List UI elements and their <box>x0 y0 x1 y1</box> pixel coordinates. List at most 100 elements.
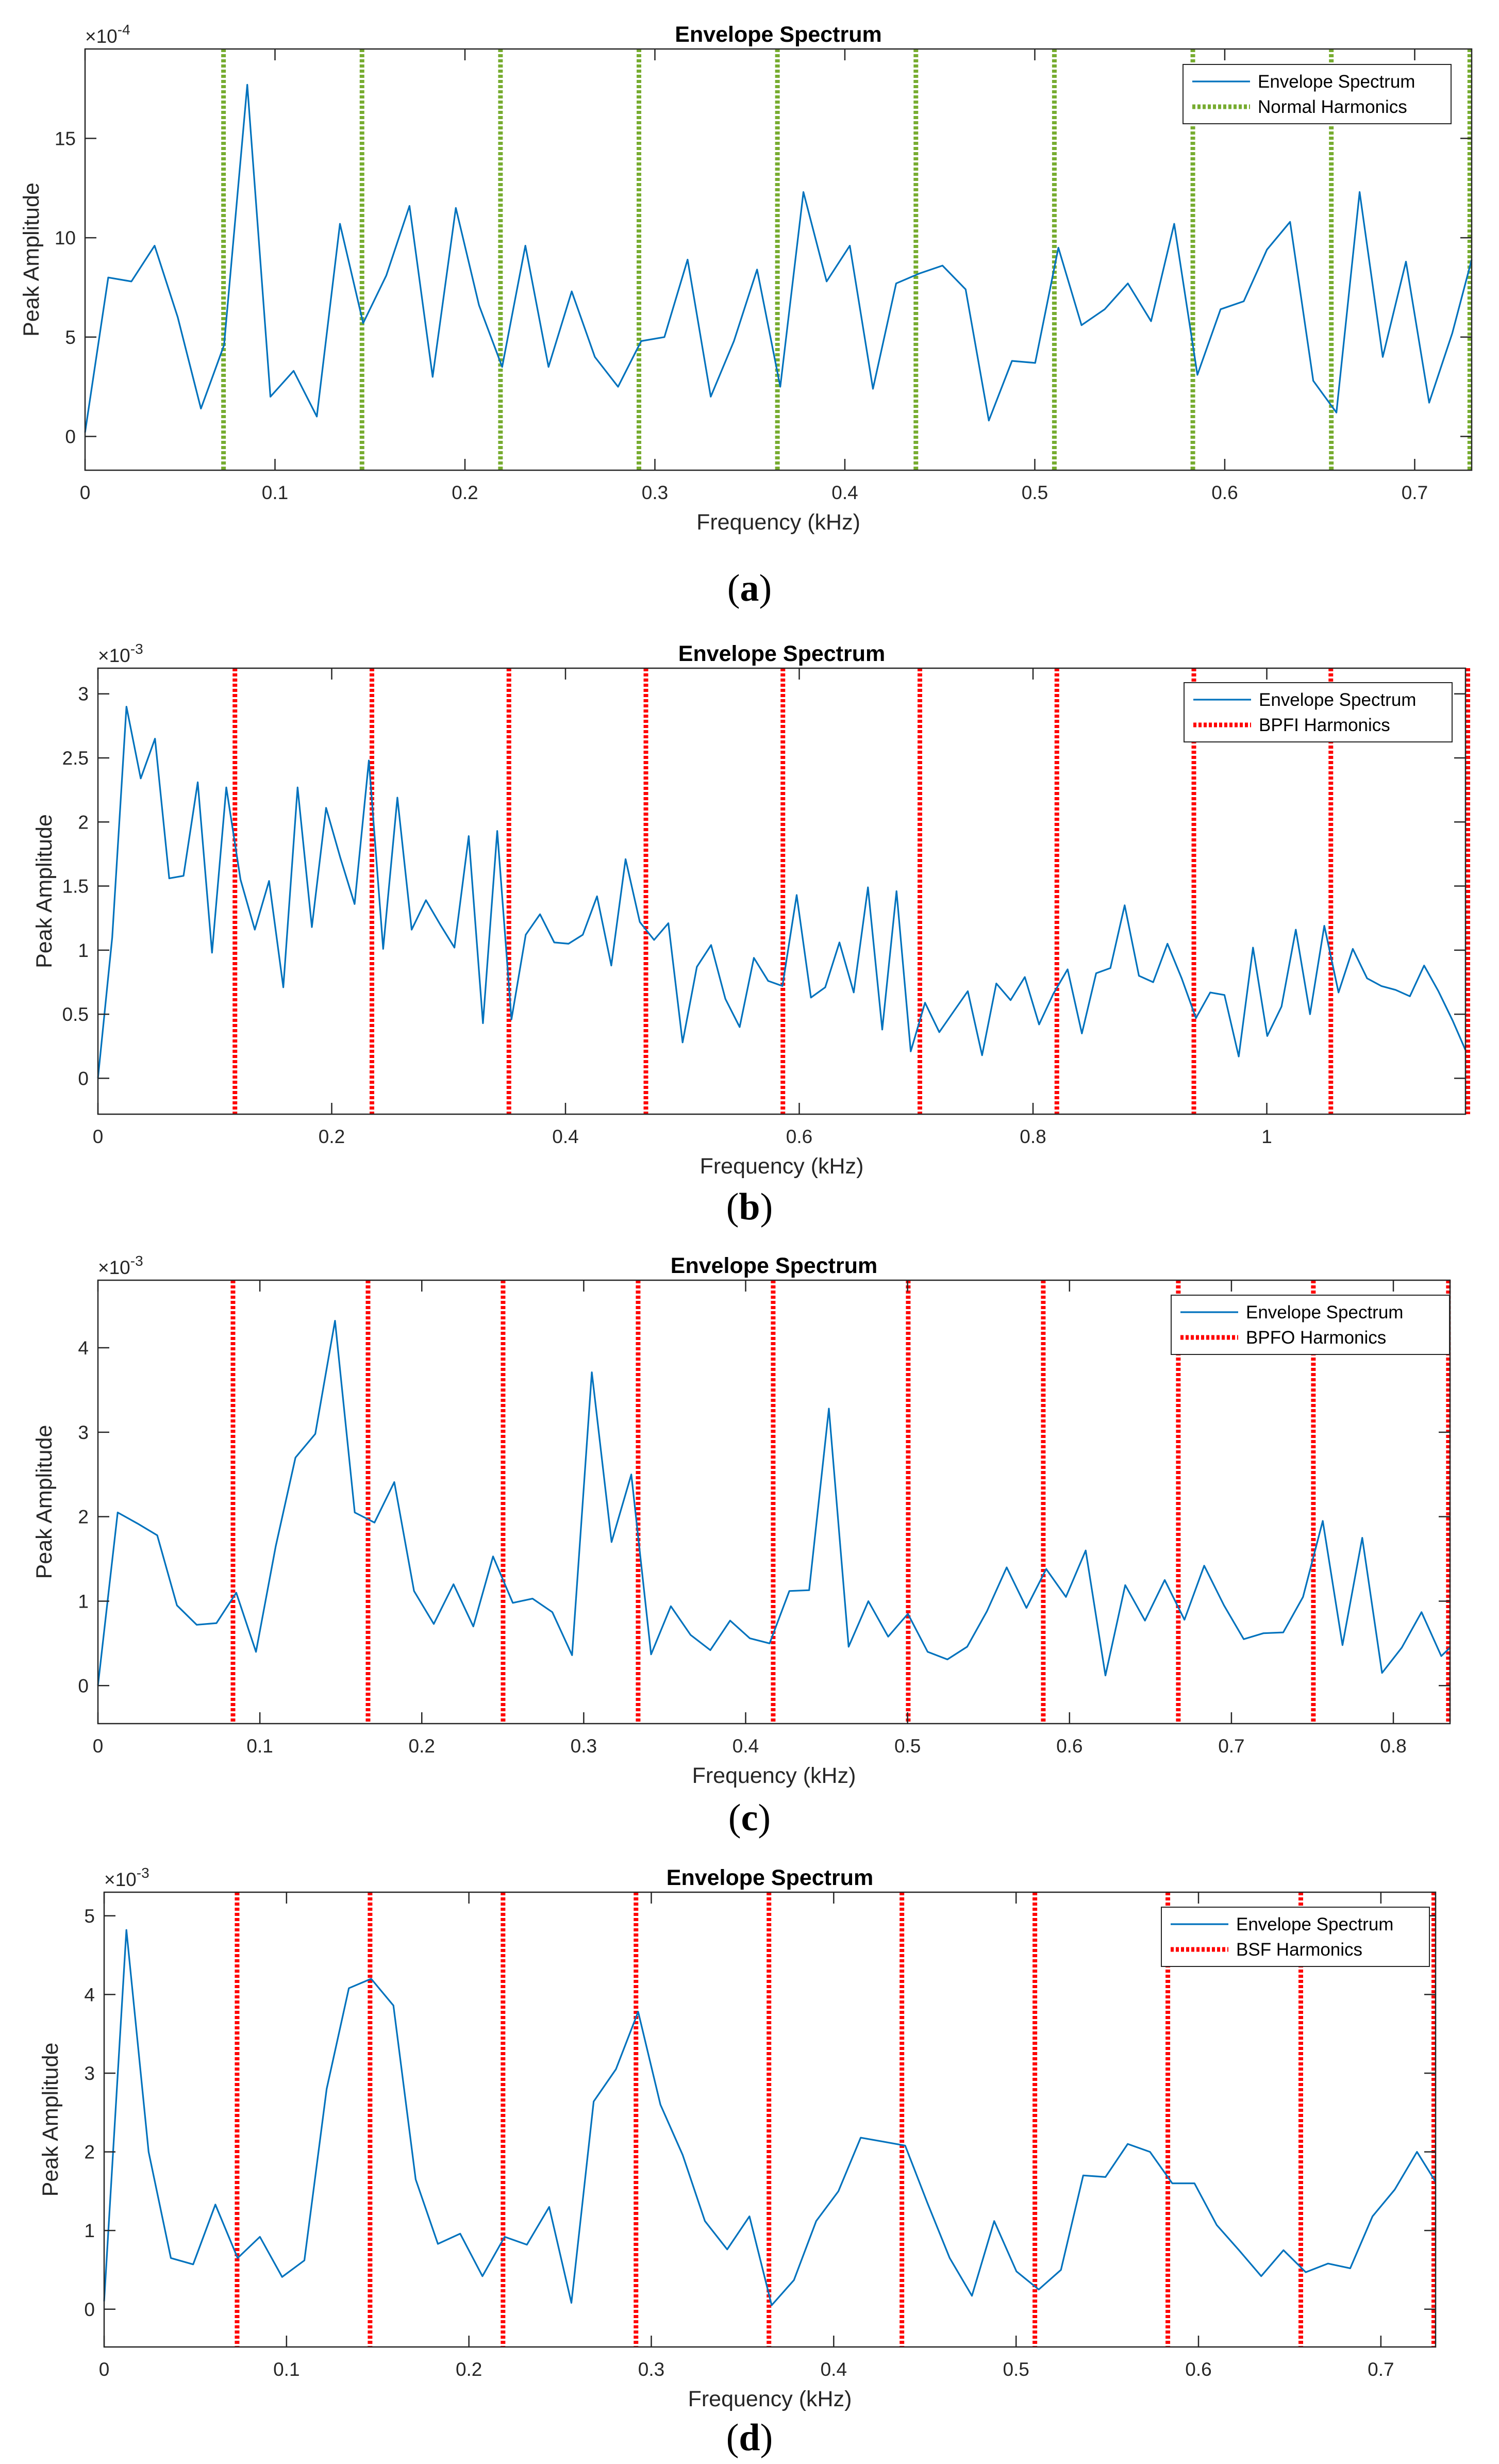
x-tick-label: 0.7 <box>1402 482 1428 503</box>
legend: Envelope Spectrum BSF Harmonics <box>1161 1907 1430 1967</box>
legend-label-harmonics: BPFI Harmonics <box>1259 715 1390 735</box>
legend-label-spectrum: Envelope Spectrum <box>1258 72 1415 92</box>
x-axis-label: Frequency (kHz) <box>692 1763 856 1788</box>
x-tick-label: 0.1 <box>273 2359 299 2380</box>
y-tick-label: 15 <box>55 128 76 149</box>
chart-panel-c: 0 0.1 0.2 0.3 0.4 0.5 0.6 0.7 0.8 0 1 2 3 4 ×10-3 Envel… <box>32 1253 1451 1839</box>
y-exponent-label: ×10-4 <box>85 22 130 47</box>
chart-title: Envelope Spectrum <box>671 1253 877 1278</box>
x-tick-label: 0.3 <box>571 1735 597 1757</box>
chart-title: Envelope Spectrum <box>667 1865 873 1890</box>
axes-box <box>97 667 1467 1115</box>
legend: Envelope Spectrum BPFO Harmonics <box>1171 1295 1450 1355</box>
x-tick-label: 0.6 <box>1056 1735 1082 1757</box>
y-tick-label: 3 <box>84 2063 95 2084</box>
x-tick-label: 0.4 <box>821 2359 847 2380</box>
y-tick-label: 2 <box>78 812 89 833</box>
legend-box <box>1161 1907 1430 1967</box>
y-tick-label: 1 <box>84 2220 95 2241</box>
x-tick-label: 0.7 <box>1218 1735 1244 1757</box>
axes-box <box>84 48 1473 471</box>
y-tick-label: 0 <box>84 2299 95 2320</box>
x-tick-label: 0.7 <box>1368 2359 1394 2380</box>
panel-label: (c) <box>728 1797 771 1839</box>
y-tick-label: 2 <box>84 2142 95 2163</box>
x-tick-label: 0 <box>80 482 91 503</box>
axes-box <box>103 1891 1437 2348</box>
y-tick-label: 1.5 <box>62 876 89 897</box>
y-tick-label: 4 <box>78 1337 89 1359</box>
legend-box <box>1184 682 1453 742</box>
y-tick-label: 5 <box>84 1906 95 1927</box>
legend-label-spectrum: Envelope Spectrum <box>1259 690 1416 710</box>
legend-label-harmonics: BPFO Harmonics <box>1246 1328 1386 1348</box>
y-tick-label: 0.5 <box>62 1004 89 1025</box>
y-tick-label: 10 <box>55 227 76 249</box>
x-tick-label: 0.4 <box>732 1735 759 1757</box>
y-tick-label: 0 <box>78 1675 89 1696</box>
y-tick-label: 3 <box>78 684 89 705</box>
x-tick-label: 0.8 <box>1020 1126 1046 1147</box>
legend-label-harmonics: Normal Harmonics <box>1258 97 1407 117</box>
x-tick-label: 0.2 <box>456 2359 482 2380</box>
x-tick-label: 0.8 <box>1380 1735 1406 1757</box>
x-tick-label: 0.3 <box>642 482 668 503</box>
envelope-spectrum-line <box>97 1320 1451 1686</box>
x-tick-label: 1 <box>1261 1126 1272 1147</box>
x-axis-label: Frequency (kHz) <box>700 1154 864 1179</box>
x-tick-label: 0.6 <box>1211 482 1238 503</box>
legend: Envelope Spectrum Normal Harmonics <box>1182 64 1452 124</box>
legend-label-harmonics: BSF Harmonics <box>1236 1940 1362 1960</box>
panel-label: (b) <box>726 1186 773 1228</box>
y-tick-label: 1 <box>78 1591 89 1612</box>
y-tick-label: 0 <box>78 1068 89 1089</box>
legend-box <box>1171 1295 1450 1355</box>
x-tick-label: 0.2 <box>409 1735 435 1757</box>
x-tick-label: 0 <box>93 1735 104 1757</box>
chart-panel-a: 0 0.1 0.2 0.3 0.4 0.5 0.6 0.7 0 5 10 15 ×10-4 Envelop… <box>19 22 1473 609</box>
envelope-spectrum-line <box>103 1929 1437 2306</box>
y-axis-label: Peak Amplitude <box>19 183 44 337</box>
chart-title: Envelope Spectrum <box>678 641 885 666</box>
x-tick-label: 0.4 <box>552 1126 578 1147</box>
axes-box <box>97 1279 1451 1725</box>
x-tick-label: 0 <box>99 2359 110 2380</box>
y-axis-label: Peak Amplitude <box>32 1425 57 1579</box>
x-tick-label: 0.1 <box>262 482 288 503</box>
y-axis-label: Peak Amplitude <box>32 814 57 968</box>
x-tick-label: 0.2 <box>452 482 478 503</box>
x-axis-label: Frequency (kHz) <box>696 510 860 535</box>
x-tick-label: 0.2 <box>319 1126 345 1147</box>
y-tick-label: 5 <box>65 327 76 348</box>
y-tick-label: 1 <box>78 940 89 961</box>
y-tick-label: 4 <box>84 1984 95 2005</box>
x-axis-label: Frequency (kHz) <box>688 2387 852 2411</box>
chart-panel-b: 0 0.2 0.4 0.6 0.8 1 0 0.5 1 1.5 2 2.5 3 ×10-3 Envelope… <box>32 641 1471 1228</box>
x-tick-label: 0.1 <box>246 1735 273 1757</box>
y-tick-label: 0 <box>65 426 76 447</box>
chart-title: Envelope Spectrum <box>675 22 881 47</box>
x-tick-label: 0.5 <box>1003 2359 1029 2380</box>
legend-label-spectrum: Envelope Spectrum <box>1236 1914 1393 1934</box>
x-tick-label: 0.3 <box>638 2359 664 2380</box>
x-tick-label: 0.5 <box>1022 482 1048 503</box>
envelope-spectrum-line <box>97 705 1467 1079</box>
y-exponent-label: ×10-3 <box>98 641 143 666</box>
envelope-spectrum-line <box>84 84 1473 433</box>
y-tick-label: 2.5 <box>62 748 89 769</box>
panel-label: (a) <box>727 567 772 609</box>
legend: Envelope Spectrum BPFI Harmonics <box>1184 682 1453 742</box>
x-tick-label: 0.4 <box>831 482 858 503</box>
legend-label-spectrum: Envelope Spectrum <box>1246 1302 1403 1322</box>
y-tick-label: 3 <box>78 1422 89 1443</box>
legend-box <box>1182 64 1452 124</box>
y-axis-label: Peak Amplitude <box>38 2043 63 2197</box>
y-exponent-label: ×10-3 <box>98 1253 143 1278</box>
x-tick-label: 0.6 <box>786 1126 812 1147</box>
y-exponent-label: ×10-3 <box>104 1865 149 1890</box>
x-tick-label: 0.6 <box>1185 2359 1211 2380</box>
chart-panel-d: 0 0.1 0.2 0.3 0.4 0.5 0.6 0.7 0 1 2 3 4 5 ×10-3 Envelop… <box>38 1865 1437 2459</box>
panel-label: (d) <box>726 2417 773 2459</box>
x-tick-label: 0.5 <box>894 1735 921 1757</box>
